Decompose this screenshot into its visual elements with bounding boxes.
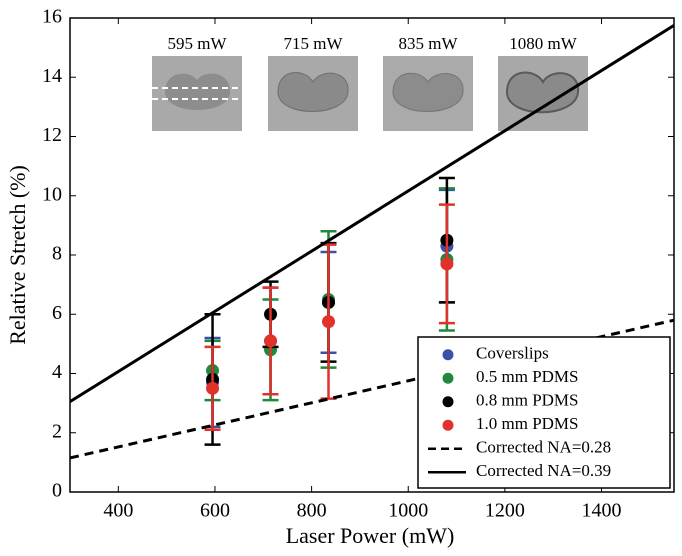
image-label: 1080 mW [509, 34, 577, 53]
plot-frame [69, 17, 675, 493]
legend-label: 0.5 mm PDMS [476, 367, 579, 386]
y-tick-label: 2 [52, 420, 62, 442]
legend-swatch [442, 396, 454, 408]
y-tick-label: 4 [52, 361, 62, 383]
x-tick-label: 1000 [388, 500, 428, 522]
y-axis-label: Relative Stretch (%) [5, 165, 30, 345]
data-point [264, 334, 278, 348]
legend-label: Corrected NA=0.39 [476, 461, 611, 480]
x-tick-label: 1200 [485, 500, 525, 522]
image-label: 835 mW [398, 34, 458, 53]
y-tick-label: 10 [42, 183, 62, 205]
x-tick-label: 800 [297, 500, 327, 522]
y-tick-label: 0 [52, 480, 62, 502]
legend-swatch [442, 419, 454, 431]
y-tick-label: 6 [52, 302, 62, 324]
legend-label: 1.0 mm PDMS [476, 414, 579, 433]
y-tick-label: 14 [42, 65, 62, 87]
legend-box [417, 336, 671, 489]
data-point [206, 381, 220, 395]
image-label: 715 mW [283, 34, 343, 53]
x-tick-label: 400 [103, 500, 133, 522]
legend-label: 0.8 mm PDMS [476, 391, 579, 410]
legend-label: Corrected NA=0.28 [476, 438, 611, 457]
legend-label: Coverslips [476, 344, 549, 363]
fit-line [70, 24, 674, 403]
legend-swatch [442, 372, 454, 384]
x-axis-label: Laser Power (mW) [286, 523, 455, 548]
x-tick-label: 1400 [582, 500, 622, 522]
data-point [440, 257, 454, 271]
image-label: 595 mW [167, 34, 227, 53]
legend-swatch [442, 349, 454, 361]
x-tick-label: 600 [200, 500, 230, 522]
y-tick-label: 8 [52, 243, 62, 265]
y-tick-label: 12 [42, 124, 62, 146]
inset-images [152, 56, 588, 131]
data-point [322, 315, 336, 329]
y-tick-label: 16 [42, 6, 62, 28]
